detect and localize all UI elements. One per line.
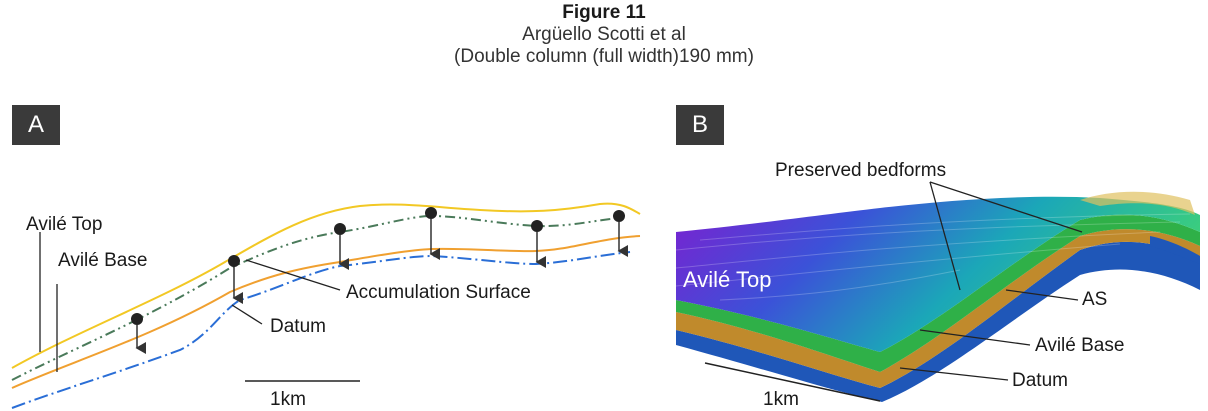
avile-top-3d-label: Avilé Top bbox=[683, 267, 771, 292]
panel-a-diagram: Avilé Top Avilé Base Accumulation Surfac… bbox=[11, 202, 641, 410]
bedform-ridge bbox=[1080, 191, 1195, 215]
panel-b-label: B bbox=[676, 105, 724, 145]
surface-texture bbox=[675, 213, 1191, 301]
avile-base-label: Avilé Base bbox=[58, 250, 147, 271]
marker-2 bbox=[228, 255, 243, 304]
accumulation-leader bbox=[245, 259, 341, 291]
datum-label-b: Datum bbox=[1012, 370, 1068, 391]
scale-label-b: 1km bbox=[763, 389, 799, 410]
avile-base-line bbox=[11, 235, 641, 389]
datum-surface bbox=[676, 241, 1200, 402]
marker-5 bbox=[531, 220, 546, 268]
as-leader bbox=[1005, 289, 1079, 301]
scale-bar-b bbox=[704, 362, 881, 402]
marker-3 bbox=[334, 223, 349, 270]
avile-base-label-b: Avilé Base bbox=[1035, 335, 1124, 356]
figure-title: Figure 11 bbox=[562, 2, 646, 23]
accumulation-surface-line bbox=[11, 214, 621, 381]
marker-1 bbox=[131, 313, 146, 354]
avile-base-leader-b bbox=[919, 329, 1031, 346]
bedforms-leader-1 bbox=[929, 181, 961, 291]
marker-4 bbox=[425, 207, 440, 260]
figure-authors: Argüello Scotti et al bbox=[522, 24, 686, 45]
accumulation-surface-band bbox=[676, 214, 1200, 372]
panel-b-3d-model: Preserved bedforms Avilé Top AS Avilé Ba… bbox=[675, 160, 1200, 410]
scale-label-a: 1km bbox=[270, 389, 306, 410]
as-label: AS bbox=[1082, 289, 1107, 310]
datum-leader bbox=[231, 304, 263, 325]
datum-edge bbox=[1150, 236, 1200, 264]
avile-top-label: Avilé Top bbox=[26, 214, 102, 235]
datum-label: Datum bbox=[270, 316, 326, 337]
avile-base-surface bbox=[676, 229, 1200, 388]
avile-top-surface bbox=[676, 196, 1200, 352]
figure-header: Figure 11 Argüello Scotti et al (Double … bbox=[0, 2, 1208, 68]
bedforms-leader-2 bbox=[929, 181, 1083, 233]
panel-a-label: A bbox=[12, 105, 60, 145]
measurement-markers bbox=[131, 207, 628, 354]
accumulation-surface-label: Accumulation Surface bbox=[346, 282, 531, 303]
marker-6 bbox=[613, 210, 628, 257]
preserved-bedforms-label: Preserved bedforms bbox=[775, 160, 946, 181]
datum-leader-b bbox=[899, 367, 1009, 381]
avile-top-line bbox=[11, 202, 641, 369]
figure-format: (Double column (full width)190 mm) bbox=[454, 46, 754, 67]
